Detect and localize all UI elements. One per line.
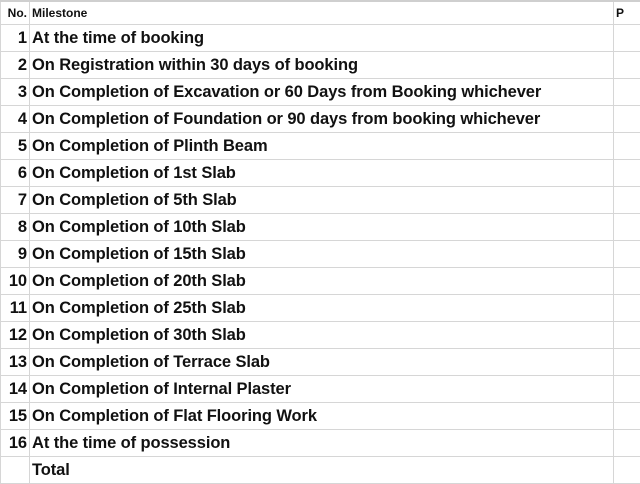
row-milestone: On Completion of 5th Slab (30, 187, 614, 214)
row-number: 5 (1, 133, 30, 160)
row-number: 4 (1, 106, 30, 133)
row-percent (614, 106, 640, 133)
row-number: 1 (1, 25, 30, 52)
total-row: Total (1, 457, 640, 484)
row-number: 11 (1, 295, 30, 322)
row-percent (614, 403, 640, 430)
row-milestone: On Completion of Flat Flooring Work (30, 403, 614, 430)
row-number: 10 (1, 268, 30, 295)
header-milestone: Milestone (30, 1, 614, 25)
row-percent (614, 187, 640, 214)
row-percent (614, 133, 640, 160)
row-percent (614, 79, 640, 106)
row-milestone: On Completion of 20th Slab (30, 268, 614, 295)
row-percent (614, 268, 640, 295)
row-percent (614, 349, 640, 376)
row-milestone: On Completion of Excavation or 60 Days f… (30, 79, 614, 106)
row-number: 8 (1, 214, 30, 241)
row-number: 12 (1, 322, 30, 349)
row-number: 6 (1, 160, 30, 187)
row-percent (614, 160, 640, 187)
row-number: 16 (1, 430, 30, 457)
header-no: No. (1, 1, 30, 25)
row-number: 3 (1, 79, 30, 106)
row-percent (614, 25, 640, 52)
row-percent (614, 457, 640, 484)
row-milestone: On Completion of 15th Slab (30, 241, 614, 268)
header-percent: P (614, 1, 640, 25)
row-milestone: Total (30, 457, 614, 484)
row-milestone: On Completion of 10th Slab (30, 214, 614, 241)
row-milestone: On Completion of Terrace Slab (30, 349, 614, 376)
row-milestone: At the time of booking (30, 25, 614, 52)
row-percent (614, 295, 640, 322)
row-percent (614, 52, 640, 79)
row-percent (614, 214, 640, 241)
row-milestone: On Completion of 25th Slab (30, 295, 614, 322)
row-number: 7 (1, 187, 30, 214)
row-number: 13 (1, 349, 30, 376)
row-percent (614, 376, 640, 403)
row-number: 14 (1, 376, 30, 403)
row-percent (614, 322, 640, 349)
row-number: 15 (1, 403, 30, 430)
row-milestone: On Completion of Plinth Beam (30, 133, 614, 160)
row-milestone: On Completion of Internal Plaster (30, 376, 614, 403)
header-row: No. Milestone P (1, 1, 640, 25)
row-percent (614, 430, 640, 457)
row-milestone: At the time of possession (30, 430, 614, 457)
row-number (1, 457, 30, 484)
row-number: 2 (1, 52, 30, 79)
row-milestone: On Completion of 1st Slab (30, 160, 614, 187)
row-milestone: On Registration within 30 days of bookin… (30, 52, 614, 79)
row-percent (614, 241, 640, 268)
row-number: 9 (1, 241, 30, 268)
row-milestone: On Completion of Foundation or 90 days f… (30, 106, 614, 133)
row-milestone: On Completion of 30th Slab (30, 322, 614, 349)
